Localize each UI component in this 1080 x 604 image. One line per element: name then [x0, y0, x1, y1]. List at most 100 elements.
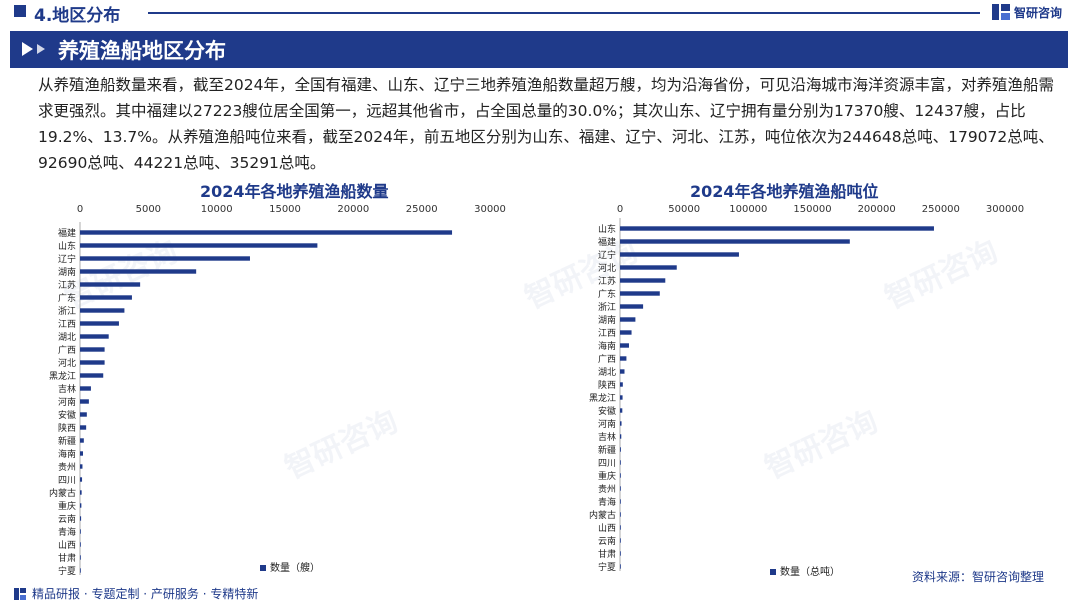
category-label: 吉林: [598, 431, 616, 443]
bar: [620, 525, 621, 530]
category-label: 云南: [58, 513, 76, 525]
bar: [80, 308, 125, 313]
category-label: 福建: [58, 227, 76, 239]
category-label: 湖北: [58, 332, 76, 343]
x-tick-label: 200000: [858, 204, 896, 215]
page-title: 养殖渔船地区分布: [58, 39, 226, 63]
bar: [80, 334, 109, 339]
category-label: 安徽: [58, 409, 76, 421]
category-label: 重庆: [58, 500, 76, 512]
bar: [80, 347, 105, 352]
x-tick-label: 20000: [337, 204, 369, 215]
category-label: 四川: [58, 476, 76, 486]
bar: [80, 269, 197, 274]
bar: [80, 321, 119, 326]
top-bar: 4.地区分布 智研咨询: [0, 0, 1080, 26]
x-tick-label: 50000: [668, 204, 700, 215]
footer: 精品研报 · 专题定制 · 产研服务 · 专精特新: [0, 582, 1080, 604]
category-label: 江西: [58, 319, 76, 330]
legend-swatch: [770, 569, 776, 575]
category-label: 贵州: [58, 461, 76, 473]
category-label: 黑龙江: [49, 370, 76, 382]
category-label: 吉林: [58, 383, 76, 395]
tonnage-bar-chart: 0 50000 100000 150000 200000 250000 300000 山东福建…: [589, 204, 1024, 578]
category-label: 重庆: [598, 470, 616, 482]
bar: [80, 438, 84, 443]
x-tick-label: 30000: [474, 204, 506, 215]
category-label: 河南: [58, 396, 76, 408]
bar: [80, 412, 87, 417]
bar: [80, 542, 81, 547]
bar: [620, 538, 621, 543]
bar: [80, 477, 83, 482]
category-label: 江苏: [58, 279, 76, 291]
brand-logo-icon: [992, 4, 1010, 20]
bar: [80, 529, 81, 534]
bar: [80, 373, 104, 378]
category-label: 贵州: [598, 483, 616, 495]
section-marker: [14, 5, 26, 17]
bar: [80, 295, 132, 300]
brand-logo-icon: [14, 588, 26, 600]
bar: [620, 460, 621, 465]
bar: [80, 282, 141, 287]
bar: [80, 490, 82, 495]
category-label: 辽宁: [598, 249, 616, 261]
x-tick-label: 150000: [793, 204, 831, 215]
bar: [620, 226, 934, 231]
category-label: 湖南: [58, 266, 76, 278]
category-label: 山东: [58, 240, 76, 252]
category-label: 四川: [598, 459, 616, 469]
x-tick-label: 10000: [201, 204, 233, 215]
category-label: 广西: [598, 353, 616, 365]
category-label: 湖北: [598, 367, 616, 378]
category-label: 广西: [58, 344, 76, 356]
x-tick-label: 5000: [136, 204, 161, 215]
brand-name: 智研咨询: [1014, 6, 1063, 20]
bar: [80, 243, 318, 248]
bar: [620, 395, 623, 400]
legend-swatch: [260, 565, 266, 571]
bar: [620, 369, 625, 374]
bar: [80, 399, 89, 404]
source-note: 资料来源：智研咨询整理: [912, 570, 1045, 584]
bar: [80, 230, 453, 235]
bar: [620, 551, 621, 556]
category-label: 海南: [598, 340, 616, 352]
legend-label: 数量（艘）: [270, 561, 320, 574]
bar: [620, 252, 739, 257]
bar: [620, 304, 644, 309]
bar: [620, 421, 622, 426]
category-label: 江苏: [598, 275, 616, 287]
bar: [620, 486, 621, 491]
category-label: 黑龙江: [589, 392, 616, 404]
bar: [620, 317, 636, 322]
bar: [620, 291, 660, 296]
x-tick-label: 0: [77, 204, 83, 215]
bar: [80, 451, 84, 456]
category-label: 湖南: [598, 314, 616, 326]
header-rule: [148, 12, 980, 14]
bar: [80, 503, 82, 508]
x-tick-label: 25000: [406, 204, 438, 215]
category-label: 内蒙古: [589, 509, 616, 521]
category-label: 新疆: [58, 435, 76, 447]
bar: [620, 473, 621, 478]
bar: [620, 382, 623, 387]
bar: [80, 386, 91, 391]
category-label: 江西: [598, 328, 616, 339]
bar: [80, 516, 82, 521]
summary-paragraph: 从养殖渔船数量来看，截至2024年，全国有福建、山东、辽宁三地养殖渔船数量超万艘…: [38, 76, 1054, 172]
bar: [620, 447, 621, 452]
section-title: 4.地区分布: [34, 6, 121, 26]
chart-title-tonnage: 2024年各地养殖渔船吨位: [690, 182, 879, 201]
category-label: 青海: [58, 526, 76, 538]
title-banner: 养殖渔船地区分布: [10, 31, 1068, 68]
bar: [620, 434, 622, 439]
category-label: 宁夏: [58, 565, 76, 577]
category-label: 河南: [598, 418, 616, 430]
arrow-icon: [22, 42, 33, 56]
category-label: 山西: [598, 523, 616, 534]
bar: [620, 408, 623, 413]
bar: [620, 330, 632, 335]
